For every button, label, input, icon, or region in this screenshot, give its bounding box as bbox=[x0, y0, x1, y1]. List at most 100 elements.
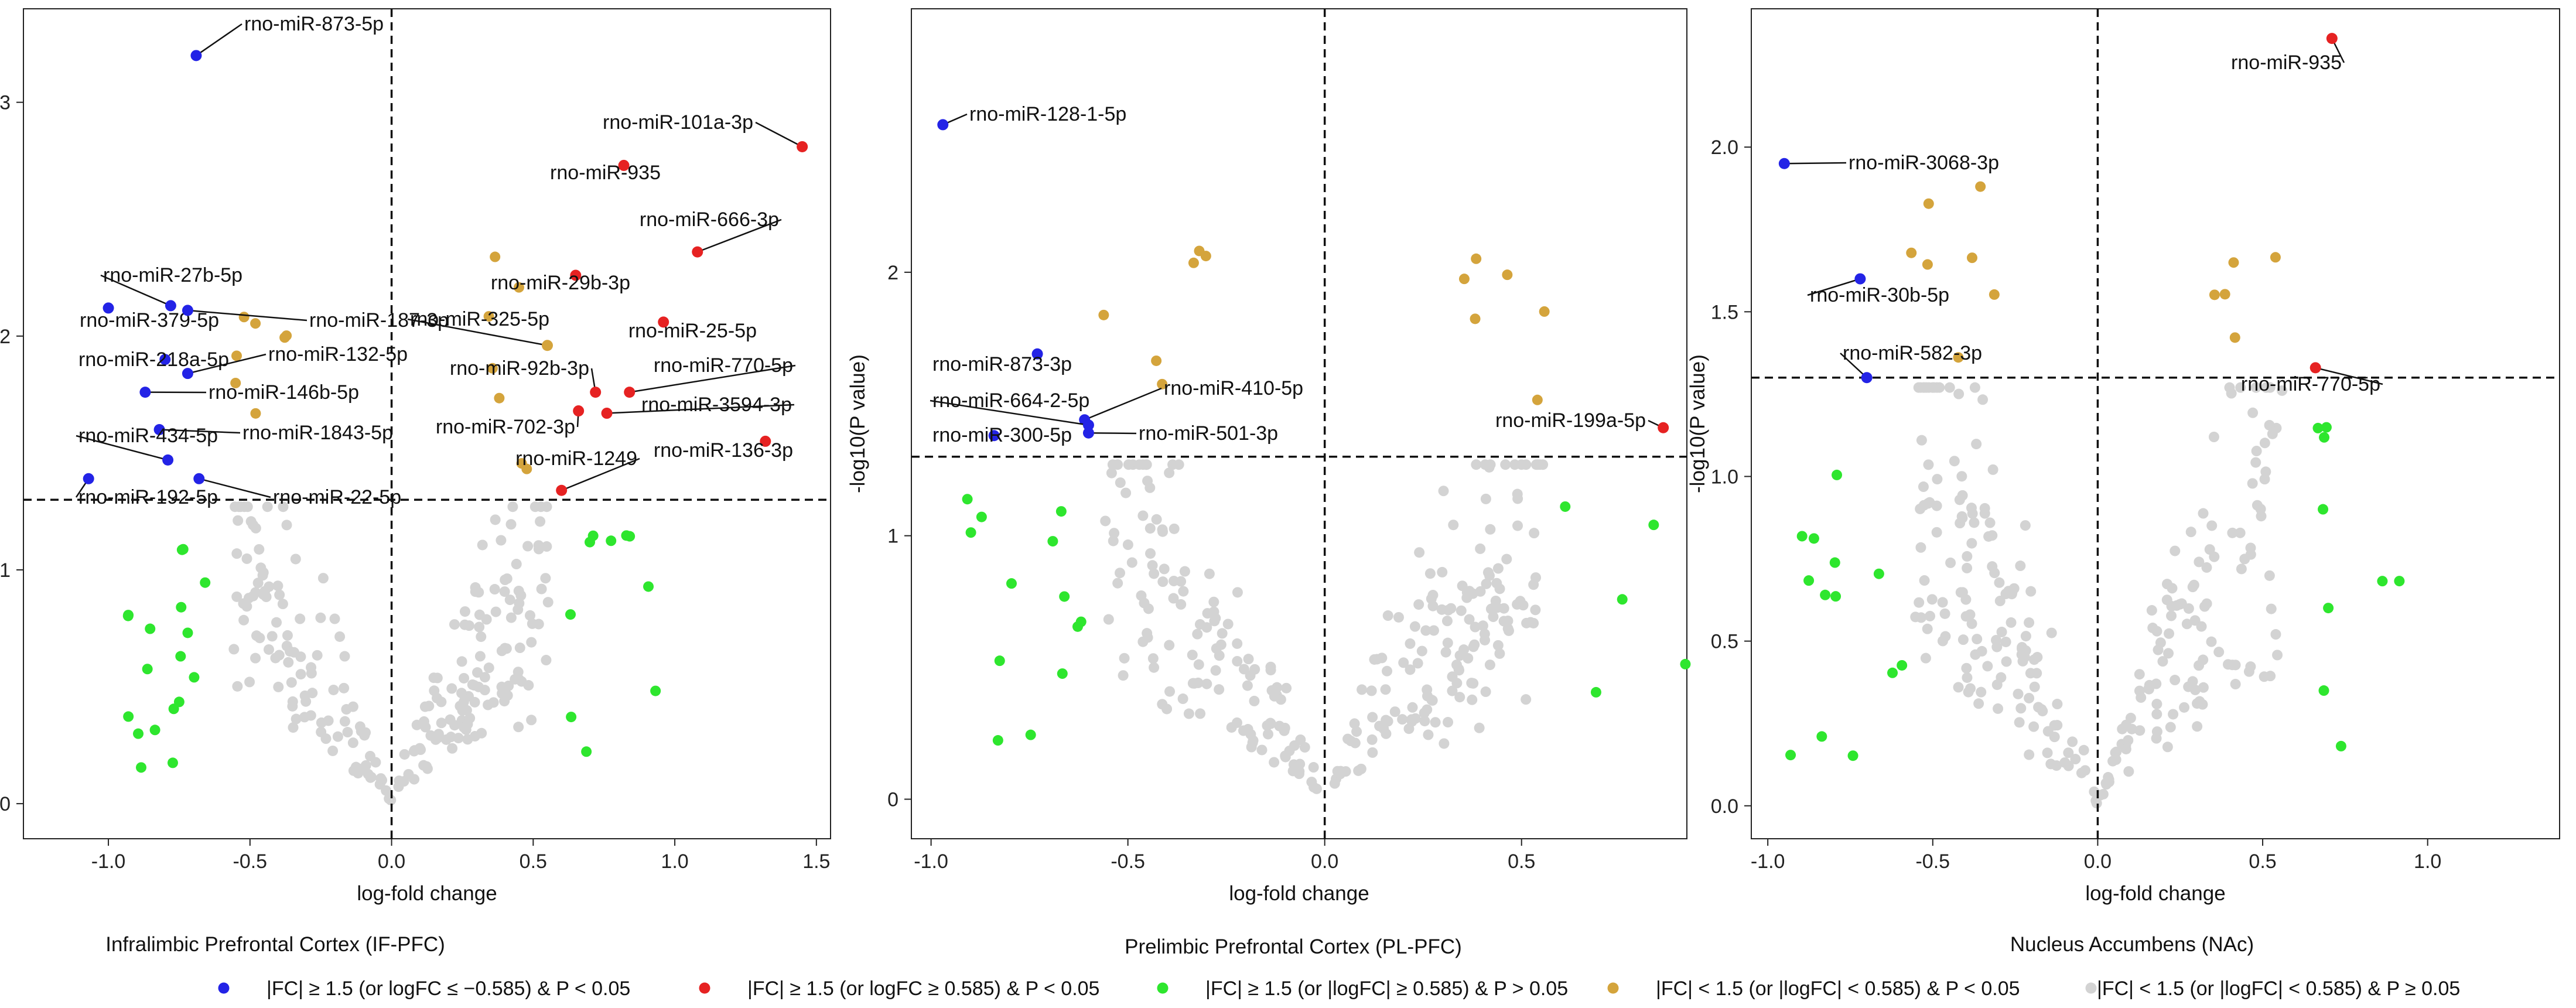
point-ns bbox=[1187, 650, 1198, 661]
point-ns bbox=[1977, 394, 1989, 405]
point-ns bbox=[274, 589, 285, 600]
point-label: rno-miR-770-5p bbox=[654, 354, 793, 377]
y-tick-label: 1 bbox=[0, 559, 11, 582]
legend-marker-fc_ns bbox=[1157, 982, 1169, 994]
labeled-points: rno-miR-873-5p rno-miR-101a-3p rno-miR-935… bbox=[75, 13, 808, 508]
point-p-only bbox=[250, 408, 261, 419]
point-ns bbox=[1993, 703, 2004, 714]
point-ns bbox=[2264, 382, 2276, 393]
point-ns bbox=[473, 681, 484, 692]
point-ns bbox=[1299, 742, 1310, 753]
point-label: rno-miR-146b-5p bbox=[209, 381, 359, 404]
point-ns bbox=[1242, 724, 1253, 735]
point-fc-ns bbox=[176, 602, 187, 613]
point-up bbox=[760, 435, 771, 447]
point-ns bbox=[1956, 471, 1967, 482]
point-ns bbox=[231, 591, 242, 602]
point-ns bbox=[1422, 684, 1433, 695]
point-fc-ns bbox=[1785, 750, 1796, 761]
point-fc-ns bbox=[581, 746, 592, 757]
point-label: rno-miR-187-3p bbox=[309, 309, 449, 332]
point-fc-ns bbox=[2312, 422, 2324, 433]
point-fc-ns bbox=[1847, 750, 1858, 761]
plot-frame bbox=[23, 8, 831, 839]
point-ns bbox=[1972, 634, 1983, 645]
point-p-only bbox=[238, 312, 250, 323]
point-ns bbox=[1161, 703, 1173, 715]
point-ns bbox=[1406, 714, 1417, 725]
point-ns bbox=[459, 606, 470, 617]
point-label: rno-miR-582-3p bbox=[1843, 342, 1982, 364]
point-p-only bbox=[1966, 252, 1977, 264]
point-ns bbox=[2277, 385, 2288, 396]
point-ns bbox=[1195, 708, 1206, 719]
point-ns bbox=[1994, 596, 2006, 607]
point-ns bbox=[1137, 510, 1149, 521]
point-ns bbox=[2163, 648, 2174, 659]
point-up bbox=[601, 408, 613, 419]
point-ns bbox=[250, 587, 261, 598]
point-ns bbox=[1953, 682, 1964, 693]
point-p-only bbox=[250, 318, 261, 329]
point-ns bbox=[1147, 653, 1159, 664]
point-ns bbox=[1927, 382, 1938, 393]
point-fc-ns bbox=[643, 581, 654, 592]
point-ns bbox=[1989, 568, 2000, 579]
point-p-only bbox=[513, 282, 524, 293]
point-ns bbox=[490, 514, 501, 525]
point-ns bbox=[431, 692, 442, 703]
point-ns bbox=[1475, 586, 1486, 597]
point-up bbox=[2326, 33, 2338, 45]
point-ns bbox=[1275, 694, 1286, 705]
point-ns bbox=[1143, 603, 1154, 614]
point-fc-ns bbox=[1047, 536, 1058, 547]
point-ns bbox=[1272, 682, 1283, 693]
point-ns bbox=[1994, 577, 2005, 588]
point-ns bbox=[1173, 459, 1184, 470]
point-ns bbox=[2235, 382, 2246, 393]
point-ns bbox=[2117, 723, 2128, 734]
point-ns bbox=[2270, 629, 2281, 640]
point-ns bbox=[526, 637, 537, 648]
point-ns bbox=[1924, 497, 1935, 508]
point-ns bbox=[496, 645, 507, 657]
point-label: rno-miR-325-5p bbox=[410, 308, 549, 330]
point-ns bbox=[1419, 708, 1430, 719]
point-fc-ns bbox=[1057, 668, 1068, 679]
point-ns bbox=[2063, 760, 2074, 771]
point-p-only bbox=[1539, 306, 1550, 317]
point-ns bbox=[357, 726, 368, 737]
x-tick-label: 1.5 bbox=[802, 850, 830, 873]
point-ns bbox=[1157, 526, 1169, 537]
point-ns bbox=[230, 501, 241, 512]
point-ns bbox=[1481, 578, 1492, 589]
point-ns bbox=[447, 743, 458, 754]
point-ns bbox=[1380, 684, 1391, 695]
point-ns bbox=[456, 656, 467, 667]
point-ns bbox=[1381, 728, 1392, 739]
point-ns bbox=[273, 681, 284, 692]
point-ns bbox=[513, 722, 524, 733]
point-ns bbox=[2151, 726, 2162, 737]
point-ns bbox=[1451, 678, 1463, 689]
point-fc-ns bbox=[200, 577, 211, 588]
point-fc-ns bbox=[1897, 660, 1908, 671]
point-ns bbox=[2111, 746, 2122, 757]
x-tick-label: 0.0 bbox=[378, 850, 405, 873]
point-ns bbox=[1963, 686, 1974, 698]
point-up bbox=[692, 246, 703, 258]
point-ns bbox=[2052, 720, 2063, 731]
point-ns bbox=[2194, 556, 2205, 568]
y-tick-label: 0.0 bbox=[1711, 795, 1738, 818]
point-p-only bbox=[1470, 313, 1481, 324]
point-ns bbox=[1349, 718, 1360, 729]
point-ns bbox=[1468, 641, 1479, 652]
point-p-only bbox=[1458, 274, 1470, 285]
point-down bbox=[937, 119, 949, 131]
point-ns bbox=[1393, 611, 1404, 623]
point-ns bbox=[1969, 517, 1980, 528]
point-fc-ns bbox=[2318, 685, 2329, 696]
point-ns bbox=[1256, 744, 1267, 756]
point-ns bbox=[1308, 762, 1319, 773]
